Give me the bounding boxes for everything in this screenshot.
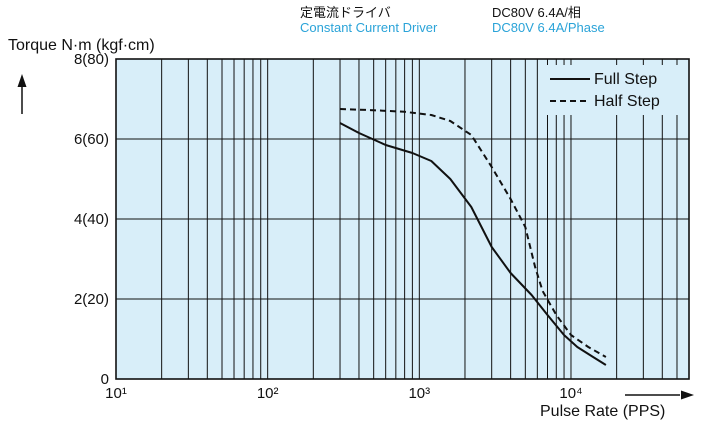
x-axis-arrow <box>625 390 694 400</box>
driver-label-jp: 定電流ドライバ <box>300 5 391 20</box>
legend: Full Step Half Step <box>540 65 684 115</box>
y-tick-label: 0 <box>101 371 109 388</box>
series-line-full-step <box>339 122 607 366</box>
x-tick-label: 10¹ <box>105 385 127 402</box>
spec-label-en: DC80V 6.4A/Phase <box>492 20 605 35</box>
spec-label-jp: DC80V 6.4A/相 <box>492 5 581 20</box>
driver-label-en: Constant Current Driver <box>300 20 438 35</box>
x-axis-label: Pulse Rate (PPS) <box>540 403 665 420</box>
x-tick-label: 10⁴ <box>559 385 582 402</box>
legend-full-step-label: Full Step <box>594 71 657 88</box>
legend-half-step-label: Half Step <box>594 93 660 110</box>
y-axis-arrow <box>17 74 27 114</box>
series-layer <box>339 108 607 366</box>
y-tick-label: 4(40) <box>74 211 109 228</box>
y-tick-label: 2(20) <box>74 291 109 308</box>
tick-labels: 10¹ 10² 10³ 10⁴ 0 2(20) 4(40) 6(60) 8(80) <box>74 51 583 402</box>
y-tick-label: 8(80) <box>74 51 109 68</box>
plot-frame <box>115 58 690 380</box>
y-axis-label: Torque N·m (kgf·cm) <box>8 37 155 54</box>
legend-box <box>540 65 684 115</box>
series-line-half-step <box>339 108 607 358</box>
x-tick-label: 10³ <box>408 385 430 402</box>
x-tick-label: 10² <box>257 385 279 402</box>
y-tick-label: 6(60) <box>74 131 109 148</box>
